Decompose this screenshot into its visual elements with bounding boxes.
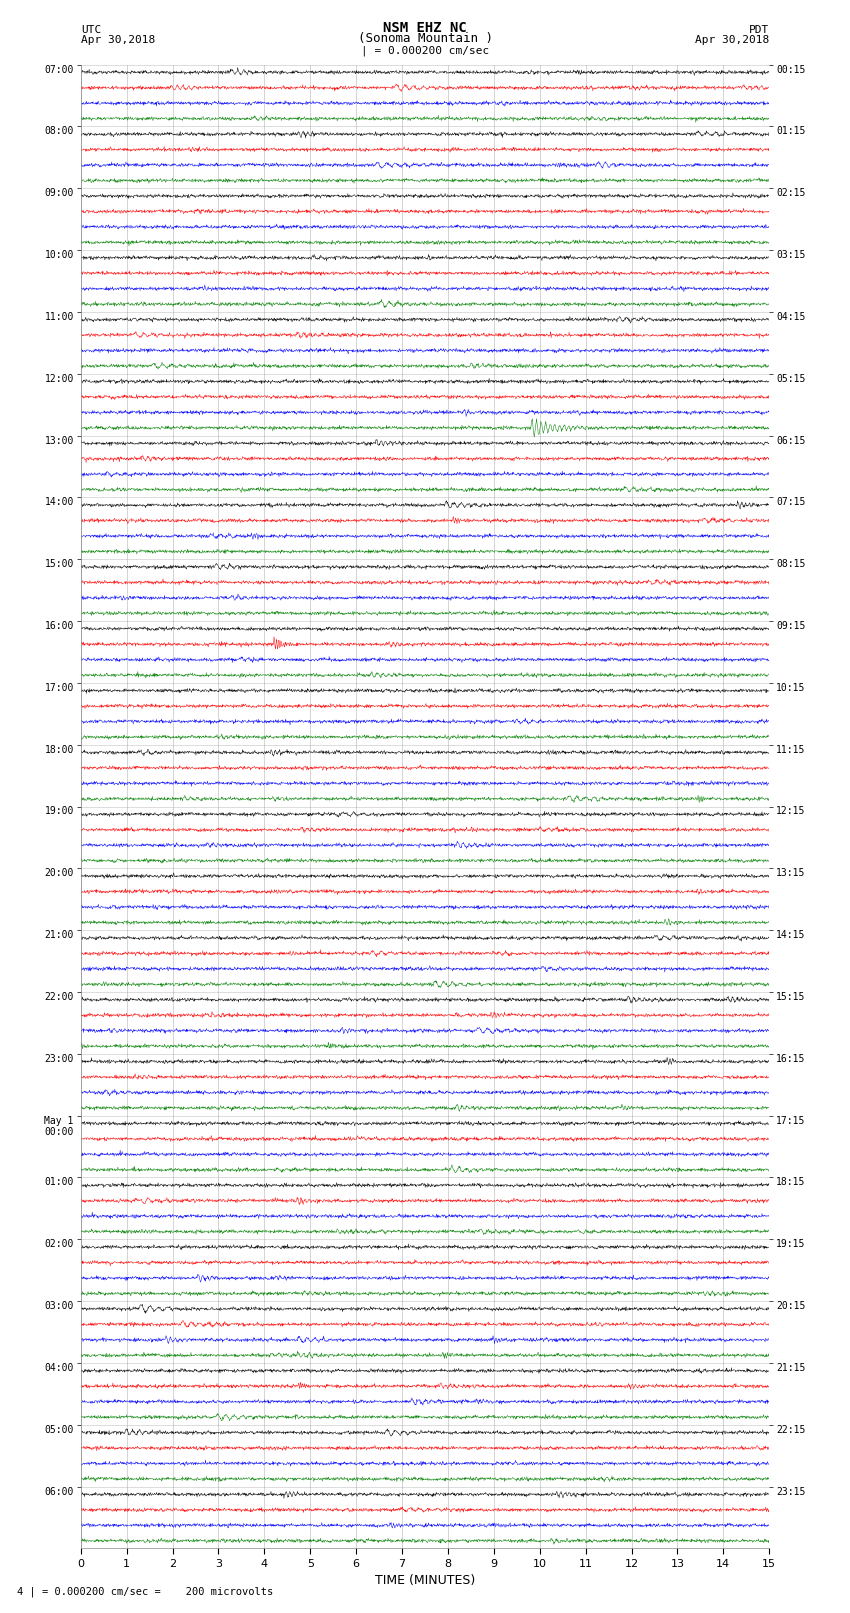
X-axis label: TIME (MINUTES): TIME (MINUTES) <box>375 1574 475 1587</box>
Text: Apr 30,2018: Apr 30,2018 <box>695 35 769 45</box>
Text: (Sonoma Mountain ): (Sonoma Mountain ) <box>358 32 492 45</box>
Text: | = 0.000200 cm/sec: | = 0.000200 cm/sec <box>361 45 489 56</box>
Text: PDT: PDT <box>749 24 769 35</box>
Text: NSM EHZ NC: NSM EHZ NC <box>383 21 467 35</box>
Text: Apr 30,2018: Apr 30,2018 <box>81 35 155 45</box>
Text: UTC: UTC <box>81 24 101 35</box>
Text: 4 | = 0.000200 cm/sec =    200 microvolts: 4 | = 0.000200 cm/sec = 200 microvolts <box>17 1586 273 1597</box>
